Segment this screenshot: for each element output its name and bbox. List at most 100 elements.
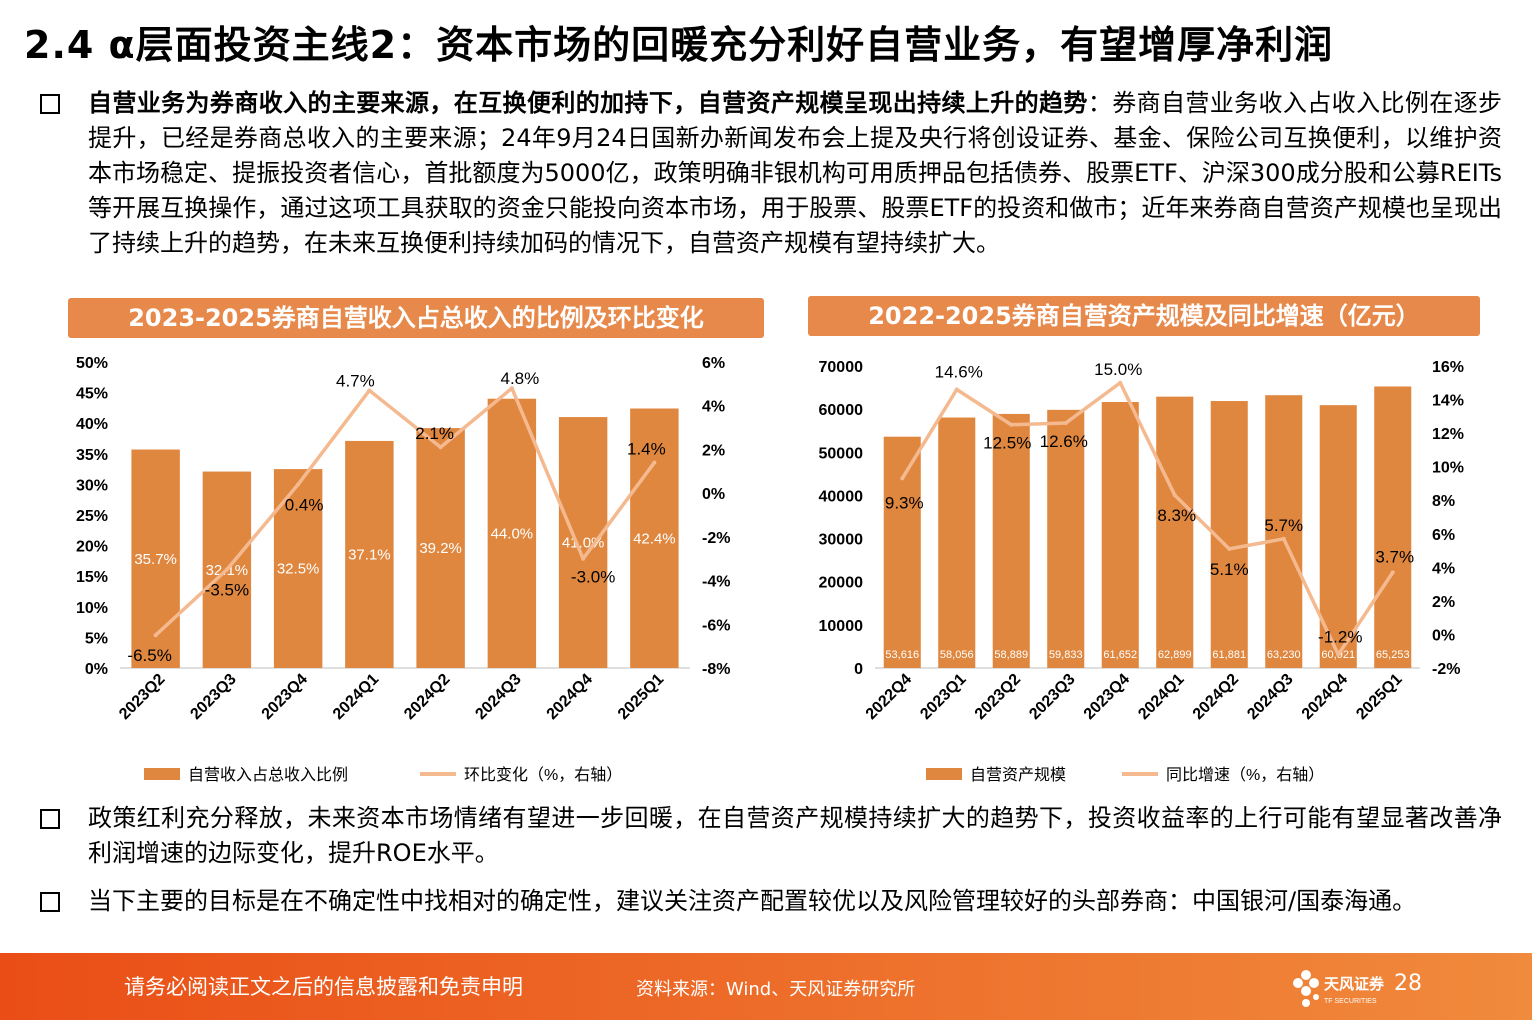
- y-left-tick-label: 30000: [819, 532, 864, 549]
- line-point: [581, 556, 586, 561]
- bar-value-label: 35.7%: [134, 551, 177, 568]
- x-tick-label: 2024Q1: [1135, 671, 1187, 723]
- line-value-label: 8.3%: [1157, 506, 1196, 525]
- bullet-square-icon: [40, 809, 60, 829]
- line-value-label: -1.2%: [1318, 628, 1362, 647]
- footer-source: 资料来源：Wind、天风证券研究所: [636, 979, 916, 1000]
- bar: [1047, 409, 1085, 668]
- x-tick-label: 2023Q4: [259, 671, 311, 723]
- y-left-tick-label: 60000: [819, 402, 864, 419]
- line-point: [900, 476, 905, 481]
- y-left-tick-label: 40%: [76, 416, 108, 433]
- line-value-label: 2.1%: [415, 424, 454, 443]
- y-left-tick-label: 25%: [76, 508, 108, 525]
- bar: [1265, 395, 1303, 668]
- y-right-tick-label: -4%: [702, 574, 730, 591]
- y-left-tick-label: 70000: [819, 359, 864, 376]
- line-value-label: 12.5%: [983, 434, 1031, 453]
- legend-label-line: 环比变化（%，右轴）: [464, 766, 622, 784]
- y-left-tick-label: 30%: [76, 477, 108, 494]
- page-title: 2.4 α层面投资主线2：资本市场的回暖充分利好自营业务，有望增厚净利润: [24, 23, 1334, 67]
- x-tick-label: 2023Q4: [1081, 671, 1133, 723]
- bar-value-label: 42.4%: [633, 530, 676, 547]
- bar-value-label: 61,881: [1212, 649, 1246, 661]
- x-tick-label: 2023Q2: [116, 671, 168, 723]
- line-series: [900, 381, 1395, 657]
- line-value-label: 4.8%: [501, 369, 540, 388]
- x-tick-label: 2023Q2: [972, 671, 1024, 723]
- bar: [630, 408, 679, 668]
- legend-swatch-bar: [144, 768, 180, 780]
- y-left-tick-label: 35%: [76, 447, 108, 464]
- bar: [883, 436, 921, 668]
- y-right-tick-label: 10%: [1432, 460, 1464, 477]
- y-right-tick-label: -8%: [702, 661, 730, 678]
- bullet-1-body: ：券商自营业务收入占收入比例在逐步提升，已经是券商总收入的主要来源；24年9月2…: [88, 89, 1503, 257]
- line-point: [224, 567, 229, 572]
- y-left-tick-label: 15%: [76, 569, 108, 586]
- bar-value-label: 58,889: [994, 649, 1028, 661]
- chart-1: 0% 5% 10% 15% 20% 25% 30% 35% 40% 45% 50% -8% -6% -4%…: [76, 355, 730, 784]
- logo-text: 天风证券: [1324, 975, 1385, 993]
- line-point: [1390, 570, 1395, 575]
- line-value-label: 0.4%: [285, 495, 324, 514]
- legend-label-line: 同比增速（%，右轴）: [1166, 766, 1324, 784]
- tf-securities-logo: 天风证券 TF SECURITIES: [1293, 970, 1385, 1007]
- page-number: 28: [1394, 971, 1422, 996]
- y-right-tick-label: 12%: [1432, 426, 1464, 443]
- line-point: [1118, 380, 1123, 385]
- line-value-label: 1.4%: [627, 440, 666, 459]
- line-point: [1281, 536, 1286, 541]
- y-left-tick-label: 10%: [76, 600, 108, 617]
- line-value-label: 5.1%: [1210, 560, 1249, 579]
- line-value-label: 12.6%: [1040, 432, 1088, 451]
- y-right-tick-label: 0%: [1432, 627, 1455, 644]
- line-point: [1009, 422, 1014, 427]
- bar: [938, 417, 976, 668]
- chart-2-title: 2022-2025券商自营资产规模及同比增速（亿元）: [808, 296, 1480, 336]
- y-left-tick-label: 50%: [76, 355, 108, 372]
- line-point: [1172, 493, 1177, 498]
- logo-subtext: TF SECURITIES: [1324, 998, 1377, 1005]
- bar-value-label: 44.0%: [491, 525, 534, 542]
- bar: [992, 413, 1030, 668]
- legend-label-bar: 自营收入占总收入比例: [188, 766, 348, 784]
- line-point: [296, 482, 301, 487]
- line-point: [1063, 421, 1068, 426]
- y-right-tick-label: 4%: [1432, 560, 1455, 577]
- legend-label-bar: 自营资产规模: [970, 766, 1066, 784]
- line-value-label: 4.7%: [336, 371, 375, 390]
- x-tick-label: 2022Q4: [863, 671, 915, 723]
- x-tick-label: 2025Q1: [1353, 671, 1405, 723]
- x-tick-label: 2024Q4: [544, 671, 596, 723]
- line-point: [1227, 546, 1232, 551]
- y-right-tick-label: 6%: [702, 355, 725, 372]
- y-left-tick-label: 10000: [819, 618, 864, 635]
- line-point: [652, 460, 657, 465]
- y-right-tick-label: 2%: [1432, 594, 1455, 611]
- y-right-tick-label: 4%: [702, 399, 725, 416]
- line-value-label: -3.0%: [571, 568, 615, 587]
- bar: [487, 398, 537, 668]
- y-left-tick-label: 20%: [76, 539, 108, 556]
- x-tick-label: 2024Q3: [472, 671, 524, 723]
- bar: [558, 417, 608, 668]
- bar-value-label: 53,616: [885, 649, 919, 661]
- chart-1-title: 2023-2025券商自营收入占总收入的比例及环比变化: [68, 298, 764, 338]
- line-value-label: 3.7%: [1375, 547, 1414, 566]
- bar-value-label: 58,056: [940, 649, 974, 661]
- bullet-2: 政策红利充分释放，未来资本市场情绪有望进一步回暖，在自营资产规模持续扩大的趋势下…: [40, 801, 1502, 871]
- bar-value-label: 39.2%: [419, 540, 462, 557]
- x-tick-label: 2023Q3: [1026, 671, 1078, 723]
- y-right-tick-label: 14%: [1432, 393, 1464, 410]
- bullet-square-icon: [40, 892, 60, 912]
- bullet-3: 当下主要的目标是在不确定性中找相对的确定性，建议关注资产配置较优以及风险管理较好…: [40, 884, 1502, 919]
- y-right-tick-label: -2%: [702, 530, 730, 547]
- bullet-2-text: 政策红利充分释放，未来资本市场情绪有望进一步回暖，在自营资产规模持续扩大的趋势下…: [88, 804, 1502, 867]
- bar-value-label: 63,230: [1267, 649, 1301, 661]
- bullet-square-icon: [40, 94, 60, 114]
- line-point: [367, 388, 372, 393]
- bullet-1-bold: 自营业务为券商收入的主要来源，在互换便利的加持下，自营资产规模呈现出持续上升的趋…: [88, 89, 1088, 117]
- y-right-tick-label: 8%: [1432, 493, 1455, 510]
- y-right-tick-label: 0%: [702, 486, 725, 503]
